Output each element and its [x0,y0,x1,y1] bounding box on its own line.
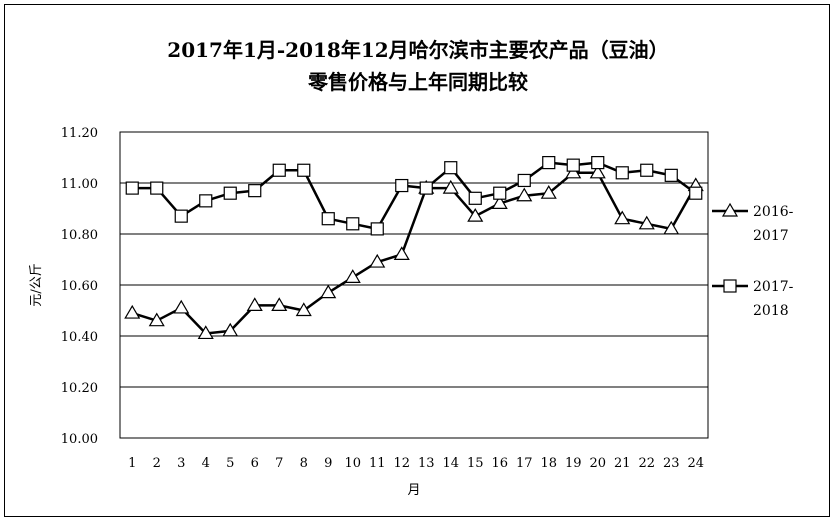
data-point [148,312,165,327]
data-point [320,284,337,299]
legend-label: 2016- [753,204,794,220]
legend-marker [721,202,739,217]
x-tick-label: 12 [393,456,410,471]
data-point [591,156,605,170]
x-tick-label: 6 [251,456,259,471]
data-point [271,297,288,311]
y-axis-ticks: 10.00 10.20 10.40 10.60 10.80 11.00 11.20 [61,126,98,447]
x-tick-label: 24 [687,456,704,471]
data-point [295,302,312,317]
chart-frame [4,4,830,517]
x-tick-label: 2 [153,456,161,471]
data-point [566,158,580,172]
legend-item: 2016- 2017 [712,202,794,244]
y-tick-label: 10.00 [61,432,98,447]
data-point [197,325,214,340]
data-point [444,161,458,175]
data-point [395,178,409,193]
data-point [442,179,459,194]
y-tick-label: 10.20 [61,381,98,396]
data-point [664,168,678,182]
x-tick-label: 5 [226,456,234,471]
x-tick-label: 19 [565,456,582,471]
x-tick-label: 15 [467,456,484,471]
data-point [468,191,482,205]
x-tick-label: 21 [614,456,631,471]
data-point [321,212,335,226]
data-point [565,164,582,179]
x-tick-label: 4 [202,456,210,471]
data-point [174,209,188,223]
x-tick-label: 7 [275,456,283,471]
data-point [589,164,606,179]
data-point [615,166,629,180]
plot-area-border [119,131,709,439]
series-triangle [124,164,704,340]
x-tick-label: 14 [442,456,459,471]
x-tick-label: 16 [491,456,508,471]
chart-title-line2: 零售价格与上年同期比较 [308,70,528,94]
x-tick-label: 8 [300,456,308,471]
data-point [222,322,239,337]
data-point [542,156,556,170]
x-tick-label: 22 [638,456,655,471]
data-point [614,210,631,225]
x-tick-label: 1 [128,456,136,471]
data-point [124,304,141,319]
legend-label: 2017 [753,228,789,244]
x-tick-label: 9 [324,456,332,471]
legend-label: 2018 [753,303,789,319]
data-point [370,222,384,236]
data-point [248,184,262,198]
y-tick-label: 11.20 [61,126,98,141]
legend-item: 2017- 2018 [712,279,794,319]
x-tick-label: 20 [589,456,606,471]
x-tick-label: 18 [540,456,557,471]
y-axis-label: 元/公斤 [29,263,44,306]
data-point [516,187,533,202]
x-tick-label: 10 [344,456,361,471]
data-point [223,186,237,200]
x-tick-label: 13 [418,456,435,471]
y-tick-label: 10.60 [61,279,98,294]
data-point [491,195,508,209]
data-point [246,297,263,311]
chart-title-line1: 2017年1月-2018年12月哈尔滨市主要农产品（豆油） [167,38,669,62]
data-point [272,163,286,177]
y-tick-label: 10.40 [61,330,98,345]
x-tick-label: 23 [663,456,680,471]
data-point [346,217,360,231]
data-point [540,185,557,199]
x-axis-ticks: 1 2 3 4 5 6 7 8 9 10 11 12 13 14 15 16 17 18 19 20 21 22 23 24 [128,456,704,471]
data-point [663,220,680,235]
data-point [517,173,531,188]
x-tick-label: 3 [177,456,185,471]
data-point [638,215,655,230]
y-tick-label: 10.80 [61,228,98,243]
data-point [393,246,410,260]
x-tick-label: 11 [369,456,386,471]
data-point [199,194,213,208]
x-tick-label: 17 [516,456,533,471]
data-point [173,299,190,314]
legend-label: 2017- [753,279,794,295]
data-point [640,163,654,177]
legend-marker [723,279,737,293]
data-point [467,207,484,222]
data-series [124,156,704,340]
x-axis-label: 月 [407,483,420,498]
data-point [150,181,164,195]
legend: 2016- 2017 2017- 2018 [712,202,794,319]
data-point [125,181,139,195]
series-square [125,156,703,236]
data-point [689,186,703,200]
data-point [297,163,311,177]
data-point [369,253,386,268]
data-point [419,181,433,195]
data-point [493,186,507,200]
data-point [344,269,361,283]
y-tick-label: 11.00 [61,177,98,192]
